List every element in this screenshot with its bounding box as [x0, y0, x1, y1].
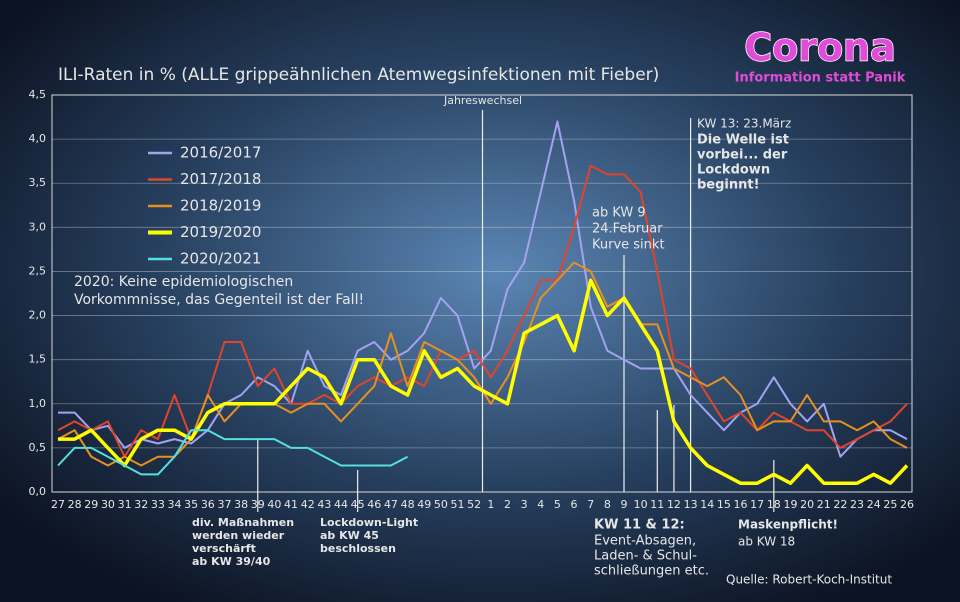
legend-label: 2020/2021 [180, 250, 261, 268]
annotation: ab KW 45 [320, 529, 379, 542]
x-tick-label: 15 [717, 498, 731, 511]
annotation: Jahreswechsel [443, 94, 522, 107]
x-tick-label: 52 [467, 498, 481, 511]
series-line [58, 278, 909, 485]
y-tick-label: 4,0 [29, 132, 47, 145]
annotation: verschärft [192, 542, 256, 555]
y-tick-label: 0,0 [29, 485, 47, 498]
y-tick-label: 0,5 [29, 441, 47, 454]
x-tick-label: 21 [817, 498, 831, 511]
x-tick-label: 46 [367, 498, 381, 511]
annotation: beschlossen [320, 542, 396, 555]
annotation: ab KW 9 [592, 206, 646, 221]
y-tick-label: 3,0 [29, 220, 47, 233]
x-tick-label: 9 [621, 498, 628, 511]
x-tick-label: 34 [168, 498, 182, 511]
x-tick-label: 25 [883, 498, 897, 511]
x-tick-label: 14 [700, 498, 714, 511]
chart-title: ILI-Raten in % (ALLE grippeähnlichen Ate… [58, 65, 659, 85]
annotation: schließungen etc. [594, 564, 709, 579]
annotation: werden wieder [192, 529, 285, 542]
legend-label: 2019/2020 [180, 223, 261, 241]
x-tick-label: 12 [667, 498, 681, 511]
x-tick-label: 33 [151, 498, 165, 511]
annotation: 2020: Keine epidemiologischen [74, 274, 293, 290]
logo-subtitle: Information statt Panik [735, 71, 906, 86]
annotation: ab KW 39/40 [192, 555, 271, 568]
annotation: Vorkommnisse, das Gegenteil ist der Fall… [74, 292, 364, 308]
x-tick-label: 4 [537, 498, 544, 511]
annotation: Lockdown [697, 163, 770, 178]
annotation: 24.Februar [592, 222, 663, 237]
x-tick-label: 13 [684, 498, 698, 511]
series-line [57, 429, 409, 476]
x-tick-label: 30 [101, 498, 115, 511]
x-tick-label: 47 [384, 498, 398, 511]
x-tick-label: 6 [571, 498, 578, 511]
y-tick-label: 2,0 [29, 309, 47, 322]
legend-label: 2016/2017 [180, 144, 261, 162]
x-tick-label: 10 [634, 498, 648, 511]
x-tick-label: 29 [84, 498, 98, 511]
x-tick-label: 42 [301, 498, 315, 511]
x-tick-label: 26 [900, 498, 914, 511]
x-tick-label: 2 [504, 498, 511, 511]
x-tick-label: 8 [604, 498, 611, 511]
y-tick-label: 1,0 [29, 397, 47, 410]
x-tick-label: 43 [317, 498, 331, 511]
annotation: Maskenpflicht! [738, 518, 838, 532]
annotation: Quelle: Robert-Koch-Institut [726, 573, 892, 587]
x-tick-label: 31 [118, 498, 132, 511]
annotation: Laden- & Schul- [594, 549, 697, 564]
logo-title: Corona [744, 26, 896, 70]
x-tick-label: 44 [334, 498, 348, 511]
x-tick-label: 23 [850, 498, 864, 511]
x-tick-label: 49 [417, 498, 431, 511]
x-tick-label: 17 [750, 498, 764, 511]
annotation: Event-Absagen, [594, 534, 696, 549]
series-line [58, 120, 908, 458]
annotation: KW 11 & 12: [594, 518, 685, 533]
x-tick-label: 11 [650, 498, 664, 511]
x-tick-label: 28 [68, 498, 82, 511]
annotation: vorbei... der [697, 148, 788, 163]
x-tick-label: 37 [217, 498, 231, 511]
x-tick-label: 36 [201, 498, 215, 511]
y-tick-label: 4,5 [29, 88, 47, 101]
x-tick-label: 1 [487, 498, 494, 511]
y-tick-label: 1,5 [29, 353, 47, 366]
legend-label: 2017/2018 [180, 170, 261, 188]
x-tick-label: 3 [521, 498, 528, 511]
x-tick-label: 16 [734, 498, 748, 511]
y-tick-label: 2,5 [29, 264, 47, 277]
y-tick-label: 3,5 [29, 176, 47, 189]
x-tick-label: 24 [867, 498, 881, 511]
x-tick-label: 22 [833, 498, 847, 511]
x-tick-label: 48 [401, 498, 415, 511]
x-tick-label: 35 [184, 498, 198, 511]
annotation: Lockdown-Light [320, 516, 418, 529]
x-tick-label: 19 [783, 498, 797, 511]
x-tick-label: 51 [451, 498, 465, 511]
annotation: ab KW 18 [738, 535, 795, 549]
x-tick-label: 32 [134, 498, 148, 511]
x-tick-label: 20 [800, 498, 814, 511]
legend-label: 2018/2019 [180, 197, 261, 215]
x-tick-label: 7 [587, 498, 594, 511]
annotation: Kurve sinkt [592, 238, 665, 253]
x-tick-label: 50 [434, 498, 448, 511]
annotation: div. Maßnahmen [192, 516, 294, 529]
annotation: beginnt! [697, 178, 760, 193]
x-tick-label: 38 [234, 498, 248, 511]
annotation: Die Welle ist [697, 133, 789, 148]
x-tick-label: 41 [284, 498, 298, 511]
x-tick-label: 40 [267, 498, 281, 511]
annotation: KW 13: 23.März [697, 117, 791, 131]
x-tick-label: 5 [554, 498, 561, 511]
x-tick-label: 27 [51, 498, 65, 511]
